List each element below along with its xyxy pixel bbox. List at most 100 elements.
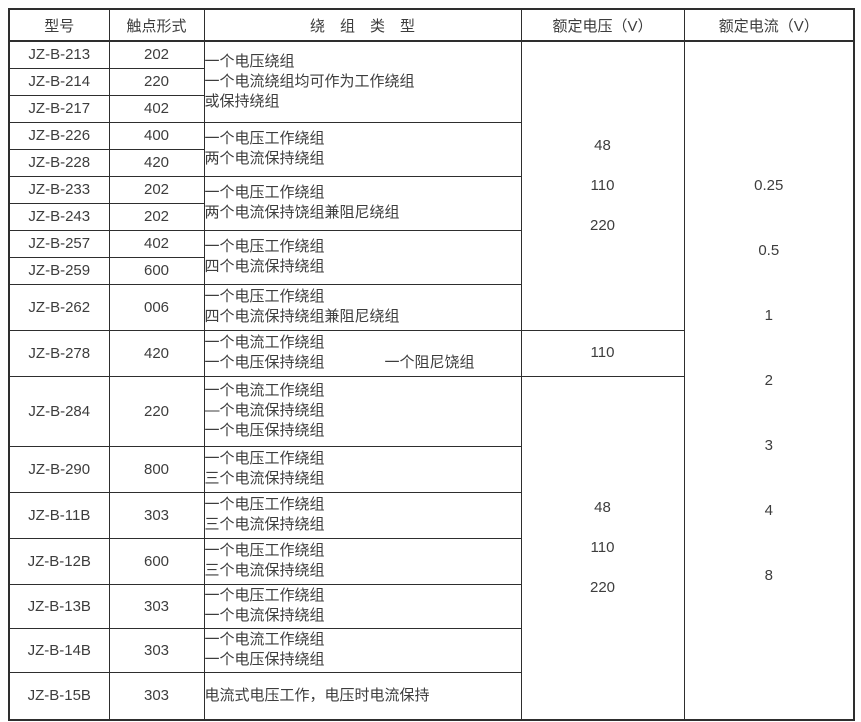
contact-form-cell: 006 — [108, 283, 205, 331]
rated-voltage-cell: 110 — [520, 329, 685, 377]
model-cell: JZ-B-12B — [8, 537, 110, 585]
winding-line: 或保持绕组 — [204, 92, 280, 110]
table-row: JZ-B-11B 303 一个电压工作绕组 三个电流保持绕组 — [8, 491, 854, 539]
winding-type-cell: 一个电压绕组 一个电流绕组均可作为工作绕组 或保持绕组 — [203, 40, 522, 123]
winding-line: 一个电压保持绕组 一个阻尼饶组 — [204, 354, 475, 371]
winding-line: 一个电压工作绕组 — [204, 587, 325, 604]
col-header-contact-form: 触点形式 — [108, 8, 205, 42]
model-cell: JZ-B-14B — [8, 627, 110, 673]
contact-form-cell: 420 — [108, 329, 205, 377]
winding-type-cell: 一个电压工作绕组 两个电流保持饶组兼阻尼绕组 — [203, 175, 522, 231]
contact-form-cell: 202 — [108, 40, 205, 69]
model-cell: JZ-B-217 — [8, 94, 110, 123]
winding-line: 三个电流保持绕组 — [204, 470, 325, 487]
winding-type-cell: 电流式电压工作，电压时电流保持 — [203, 671, 522, 721]
model-cell: JZ-B-228 — [8, 148, 110, 177]
winding-type-cell: 一个电压工作绕组 三个电流保持绕组 — [203, 445, 522, 493]
contact-form-cell: 303 — [108, 491, 205, 539]
table-row: JZ-B-284 220 一个电流工作绕组 —个电流保持绕组 一个电压保持绕组 … — [8, 375, 854, 721]
voltage-value: 220 — [589, 578, 616, 596]
model-cell: JZ-B-257 — [8, 229, 110, 258]
col-header-winding-type: 绕 组 类 型 — [203, 8, 522, 42]
winding-line: —个电流保持绕组 — [204, 402, 325, 419]
model-cell: JZ-B-290 — [8, 445, 110, 493]
col-header-model: 型号 — [8, 8, 110, 42]
contact-form-cell: 800 — [108, 445, 205, 493]
contact-form-cell: 202 — [108, 175, 205, 204]
table-row: JZ-B-213 202 一个电压绕组 一个电流绕组均可作为工作绕组 或保持绕组… — [8, 40, 855, 721]
winding-line: 四个电流保持绕组兼阻尼绕组 — [204, 308, 400, 325]
model-cell: JZ-B-226 — [8, 121, 110, 150]
winding-line: 一个电流保持绕组 — [204, 607, 325, 624]
table-row: JZ-B-290 800 一个电压工作绕组 三个电流保持绕组 — [8, 445, 854, 493]
winding-line: 一个电压绕组 — [204, 52, 295, 70]
model-cell: JZ-B-11B — [8, 491, 110, 539]
winding-type-cell: 一个电压工作绕组 三个电流保持绕组 — [203, 537, 522, 585]
winding-line: 一个电压保持绕组 — [204, 651, 325, 668]
voltage-value: 48 — [594, 498, 611, 516]
table-row: JZ-B-233 202 一个电压工作绕组 两个电流保持饶组兼阻尼绕组 — [8, 175, 854, 231]
rated-voltage-cell: 48 110 220 — [520, 375, 685, 721]
contact-form-cell: 420 — [108, 148, 205, 177]
winding-line: 一个电压工作绕组 — [204, 288, 325, 305]
winding-type-cell: 一个电压工作绕组 四个电流保持绕组兼阻尼绕组 — [203, 283, 522, 331]
winding-type-cell: 一个电压工作绕组 两个电流保持绕组 — [203, 121, 522, 177]
table-row: JZ-B-214 220 — [8, 67, 854, 96]
header-row: 型号 触点形式 绕 组 类 型 额定电压（V） 额定电流（V） — [8, 8, 855, 42]
contact-form-cell: 402 — [108, 229, 205, 258]
winding-line: 一个电压工作绕组 — [204, 238, 325, 255]
table-row: JZ-B-278 420 一个电流工作绕组 一个电压保持绕组 一个阻尼饶组 11… — [8, 329, 854, 377]
winding-line: 一个电流工作绕组 — [204, 631, 325, 648]
current-value: 8 — [764, 567, 773, 584]
current-value: 0.5 — [758, 242, 780, 259]
model-cell: JZ-B-233 — [8, 175, 110, 204]
contact-form-cell: 600 — [108, 537, 205, 585]
table-row: JZ-B-262 006 一个电压工作绕组 四个电流保持绕组兼阻尼绕组 — [8, 283, 854, 331]
col-header-rated-current: 额定电流（V） — [683, 8, 855, 42]
current-value: 1 — [764, 307, 773, 324]
winding-type-cell: 一个电压工作绕组 一个电流保持绕组 — [203, 583, 522, 629]
current-value: 3 — [764, 437, 773, 454]
table-row: JZ-B-15B 303 电流式电压工作，电压时电流保持 — [8, 671, 854, 721]
winding-line: 一个电压工作绕组 — [204, 496, 325, 513]
contact-form-cell: 303 — [108, 671, 205, 721]
model-cell: JZ-B-214 — [8, 67, 110, 96]
rated-voltage-cell: 48 110 220 — [520, 40, 685, 331]
voltage-value: 48 — [594, 136, 611, 154]
relay-spec-table: 型号 触点形式 绕 组 类 型 额定电压（V） 额定电流（V） JZ-B-213… — [8, 8, 855, 721]
contact-form-cell: 303 — [108, 627, 205, 673]
winding-type-cell: 一个电流工作绕组 —个电流保持绕组 一个电压保持绕组 — [203, 375, 522, 447]
winding-line: 电流式电压工作，电压时电流保持 — [204, 686, 430, 704]
current-value: 4 — [764, 502, 773, 519]
model-cell: JZ-B-15B — [8, 671, 110, 721]
model-cell: JZ-B-262 — [8, 283, 110, 331]
voltage-value: 110 — [590, 538, 615, 556]
table-row: JZ-B-259 600 — [8, 256, 854, 285]
winding-type-cell: 一个电流工作绕组 一个电压保持绕组 — [203, 627, 522, 673]
winding-line: 一个电压工作绕组 — [204, 130, 325, 147]
rated-current-cell: 0.25 0.5 1 2 3 4 8 — [683, 40, 855, 721]
voltage-value: 110 — [590, 344, 615, 361]
winding-line: 三个电流保持绕组 — [204, 516, 325, 533]
winding-line: 一个电流绕组均可作为工作绕组 — [204, 72, 415, 90]
winding-line: 一个电压工作绕组 — [204, 542, 325, 559]
model-cell: JZ-B-259 — [8, 256, 110, 285]
contact-form-cell: 220 — [108, 67, 205, 96]
table-row: JZ-B-217 402 — [8, 94, 854, 123]
table-row: JZ-B-13B 303 一个电压工作绕组 一个电流保持绕组 — [8, 583, 854, 629]
col-header-rated-voltage: 额定电压（V） — [520, 8, 685, 42]
winding-line: 四个电流保持绕组 — [204, 258, 325, 275]
voltage-value: 220 — [589, 216, 616, 234]
current-value: 2 — [764, 372, 773, 389]
winding-line: 两个电流保持绕组 — [204, 150, 325, 167]
table-row: JZ-B-226 400 一个电压工作绕组 两个电流保持绕组 — [8, 121, 854, 177]
model-cell: JZ-B-278 — [8, 329, 110, 377]
contact-form-cell: 400 — [108, 121, 205, 150]
winding-type-cell: 一个电压工作绕组 三个电流保持绕组 — [203, 491, 522, 539]
winding-type-cell: 一个电压工作绕组 四个电流保持绕组 — [203, 229, 522, 285]
winding-line: 一个电压工作绕组 — [204, 450, 325, 467]
model-cell: JZ-B-213 — [8, 40, 110, 69]
voltage-value: 110 — [590, 176, 615, 194]
contact-form-cell: 402 — [108, 94, 205, 123]
